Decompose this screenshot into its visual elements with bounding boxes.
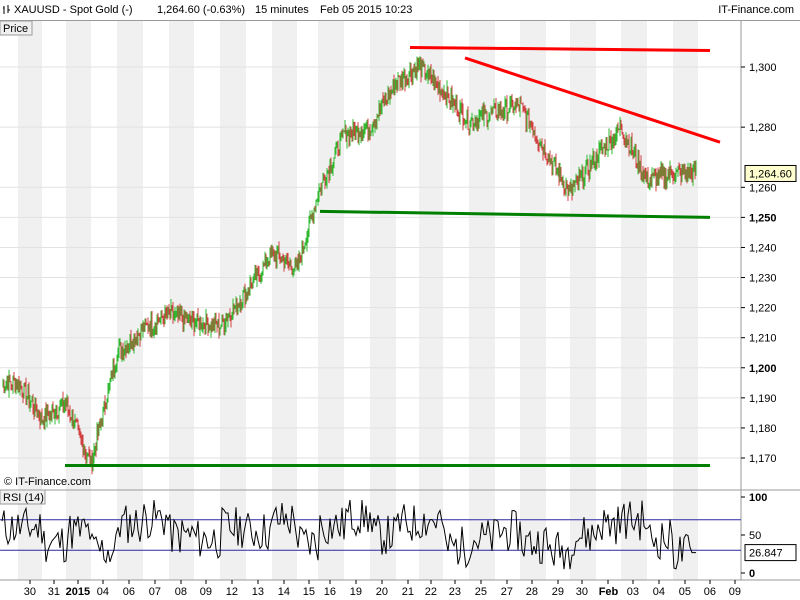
y-tick-label: 1,280 bbox=[749, 122, 777, 134]
day-band bbox=[621, 490, 647, 580]
x-tick-label: 04 bbox=[97, 586, 109, 598]
x-tick-label: 31 bbox=[48, 586, 60, 598]
current-price-label: 1,264.60 bbox=[749, 168, 792, 180]
current-rsi-box bbox=[744, 544, 797, 562]
x-tick-label: 19 bbox=[350, 586, 362, 598]
x-tick-label: 30 bbox=[24, 586, 36, 598]
day-band bbox=[570, 21, 596, 490]
x-tick-label: 28 bbox=[526, 586, 538, 598]
rsi-panel-label: RSI (14) bbox=[3, 492, 44, 504]
y-tick-label: 1,300 bbox=[749, 62, 777, 74]
rsi-y-tick-label: 50 bbox=[749, 530, 761, 542]
day-band bbox=[169, 21, 194, 490]
day-band bbox=[18, 21, 42, 490]
current-rsi-label: 26.847 bbox=[749, 548, 783, 560]
resistance-trend-line bbox=[464, 56, 721, 144]
day-band bbox=[272, 490, 297, 580]
day-band bbox=[621, 21, 647, 490]
chart-header: XAUUSD - Spot Gold (-) 1,264.60 (-0.63%)… bbox=[0, 0, 800, 21]
y-tick-label: 1,180 bbox=[749, 423, 777, 435]
x-tick-label: 25 bbox=[475, 586, 487, 598]
day-band bbox=[520, 21, 546, 490]
x-tick-label: 14 bbox=[278, 586, 290, 598]
interval-label[interactable]: 15 minutes bbox=[255, 4, 309, 16]
day-band bbox=[117, 21, 143, 490]
x-tick-label: 08 bbox=[175, 586, 187, 598]
day-shading bbox=[18, 21, 698, 580]
x-tick-label: 12 bbox=[226, 586, 238, 598]
price-candles bbox=[2, 56, 697, 475]
y-tick-label: 1,170 bbox=[749, 453, 777, 465]
rsi-line bbox=[1, 499, 696, 570]
price-panel-label: Price bbox=[3, 23, 28, 35]
resistance-trend-line bbox=[409, 45, 711, 52]
datetime-label: Feb 05 2015 10:23 bbox=[320, 4, 413, 16]
chart-type-icon[interactable] bbox=[3, 5, 11, 14]
x-tick-label: 05 bbox=[679, 586, 691, 598]
y-tick-label: 1,260 bbox=[749, 182, 777, 194]
day-band bbox=[370, 490, 396, 580]
day-band bbox=[318, 21, 344, 490]
x-tick-label: 04 bbox=[653, 586, 665, 598]
x-axis-ticks: 30 31 2015 04 06 07 08 09 12 13 14 15 16 19 20 21 22 23 25… bbox=[24, 580, 741, 598]
price-panel-label-box bbox=[0, 20, 33, 36]
panel-frames bbox=[0, 21, 800, 581]
x-tick-label: 06 bbox=[123, 586, 135, 598]
y-tick-label: 1,240 bbox=[749, 242, 777, 254]
y-tick-label: 1,190 bbox=[749, 393, 777, 405]
trend-lines bbox=[65, 45, 721, 468]
rsi-panel-label-box bbox=[0, 489, 46, 505]
x-tick-label: 29 bbox=[552, 586, 564, 598]
current-value-markers: 1,264.60 26.847 bbox=[744, 164, 797, 562]
x-tick-label: 03 bbox=[627, 586, 639, 598]
x-tick-label: 16 bbox=[324, 586, 336, 598]
x-tick-label: 09 bbox=[200, 586, 212, 598]
current-price-box bbox=[744, 164, 797, 182]
x-tick-label: 23 bbox=[449, 586, 461, 598]
x-tick-label: 21 bbox=[402, 586, 414, 598]
day-band bbox=[469, 490, 495, 580]
day-band bbox=[220, 21, 246, 490]
support-trend-line bbox=[319, 209, 711, 219]
x-tick-label: 13 bbox=[252, 586, 264, 598]
x-tick-label: 20 bbox=[376, 586, 388, 598]
y-tick-label: 1,200 bbox=[749, 363, 777, 375]
day-band bbox=[469, 21, 495, 490]
symbol-title: XAUUSD - Spot Gold (-) bbox=[14, 4, 133, 16]
brand-label: IT-Finance.com bbox=[718, 4, 794, 16]
x-tick-label: 15 bbox=[303, 586, 315, 598]
rsi-y-tick-label: 0 bbox=[749, 568, 755, 580]
y-tick-label: 1,220 bbox=[749, 303, 777, 315]
x-tick-label: 09 bbox=[729, 586, 741, 598]
day-band bbox=[520, 490, 546, 580]
day-band bbox=[673, 21, 698, 490]
day-band bbox=[419, 21, 443, 490]
last-price: 1,264.60 (-0.63%) bbox=[157, 4, 246, 16]
y-tick-label: 1,230 bbox=[749, 273, 777, 285]
x-tick-label: 22 bbox=[425, 586, 437, 598]
x-tick-label: 2015 bbox=[66, 586, 90, 598]
x-tick-label: 27 bbox=[501, 586, 513, 598]
x-tick-label: 30 bbox=[576, 586, 588, 598]
x-tick-label: Feb bbox=[599, 586, 619, 598]
rsi-series bbox=[0, 499, 741, 570]
y-axis-ticks: 1,170 1,180 1,190 1,200 1,210 1,220 1,230 1,240… bbox=[741, 62, 777, 580]
x-tick-label: 06 bbox=[704, 586, 716, 598]
day-band bbox=[570, 490, 596, 580]
copyright-label: © IT-Finance.com bbox=[4, 476, 91, 488]
day-band bbox=[66, 490, 91, 580]
x-tick-label: 07 bbox=[149, 586, 161, 598]
y-tick-label: 1,250 bbox=[749, 212, 777, 224]
rsi-y-tick-label: 100 bbox=[749, 492, 767, 504]
y-tick-label: 1,210 bbox=[749, 333, 777, 345]
day-band bbox=[419, 490, 443, 580]
